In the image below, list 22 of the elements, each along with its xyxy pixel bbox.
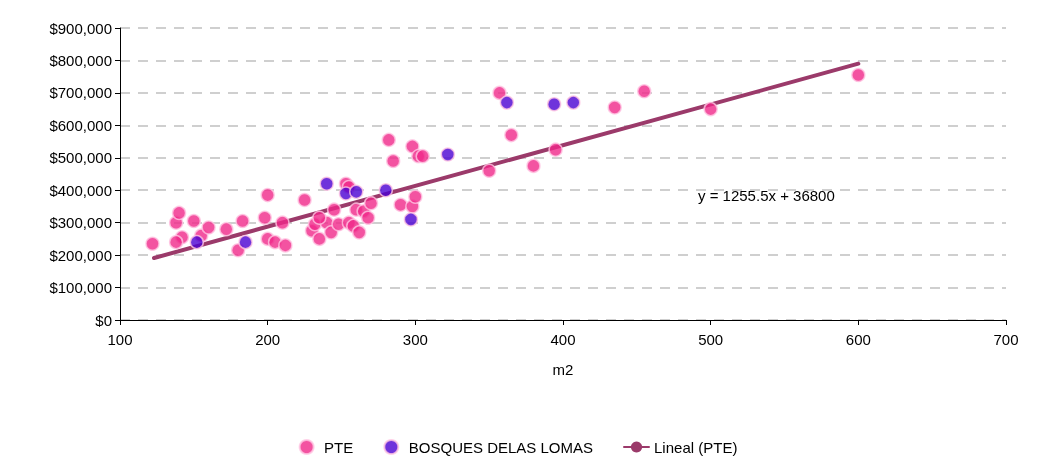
y-tick-label: $700,000 <box>49 84 112 102</box>
y-tick-label: $200,000 <box>49 246 112 264</box>
x-tick-label: 300 <box>402 331 428 348</box>
y-tick-label: $900,000 <box>49 19 112 37</box>
x-tick-label: 400 <box>550 331 576 348</box>
y-tick-label: $0 <box>95 311 112 329</box>
x-tick-label: 600 <box>845 331 871 348</box>
y-tick-label: $600,000 <box>49 116 112 134</box>
annotation: y = 1255.5x + 36800 <box>698 187 835 204</box>
legend-label: Lineal (PTE) <box>654 438 738 456</box>
x-tick-label: 100 <box>107 331 133 348</box>
legend-label: PTE <box>324 438 354 456</box>
x-tick-label: 200 <box>255 331 281 348</box>
y-tick-label: $100,000 <box>49 279 112 297</box>
x-axis-title: m2 <box>552 361 574 378</box>
x-tick-label: 500 <box>698 331 724 348</box>
y-tick-label: $800,000 <box>49 51 112 69</box>
y-tick-label: $500,000 <box>49 149 112 167</box>
legend-label: BOSQUES DELAS LOMAS <box>408 438 594 456</box>
x-tick-label: 700 <box>993 331 1019 348</box>
y-tick-label: $400,000 <box>49 181 112 199</box>
y-tick-label: $300,000 <box>49 214 112 232</box>
